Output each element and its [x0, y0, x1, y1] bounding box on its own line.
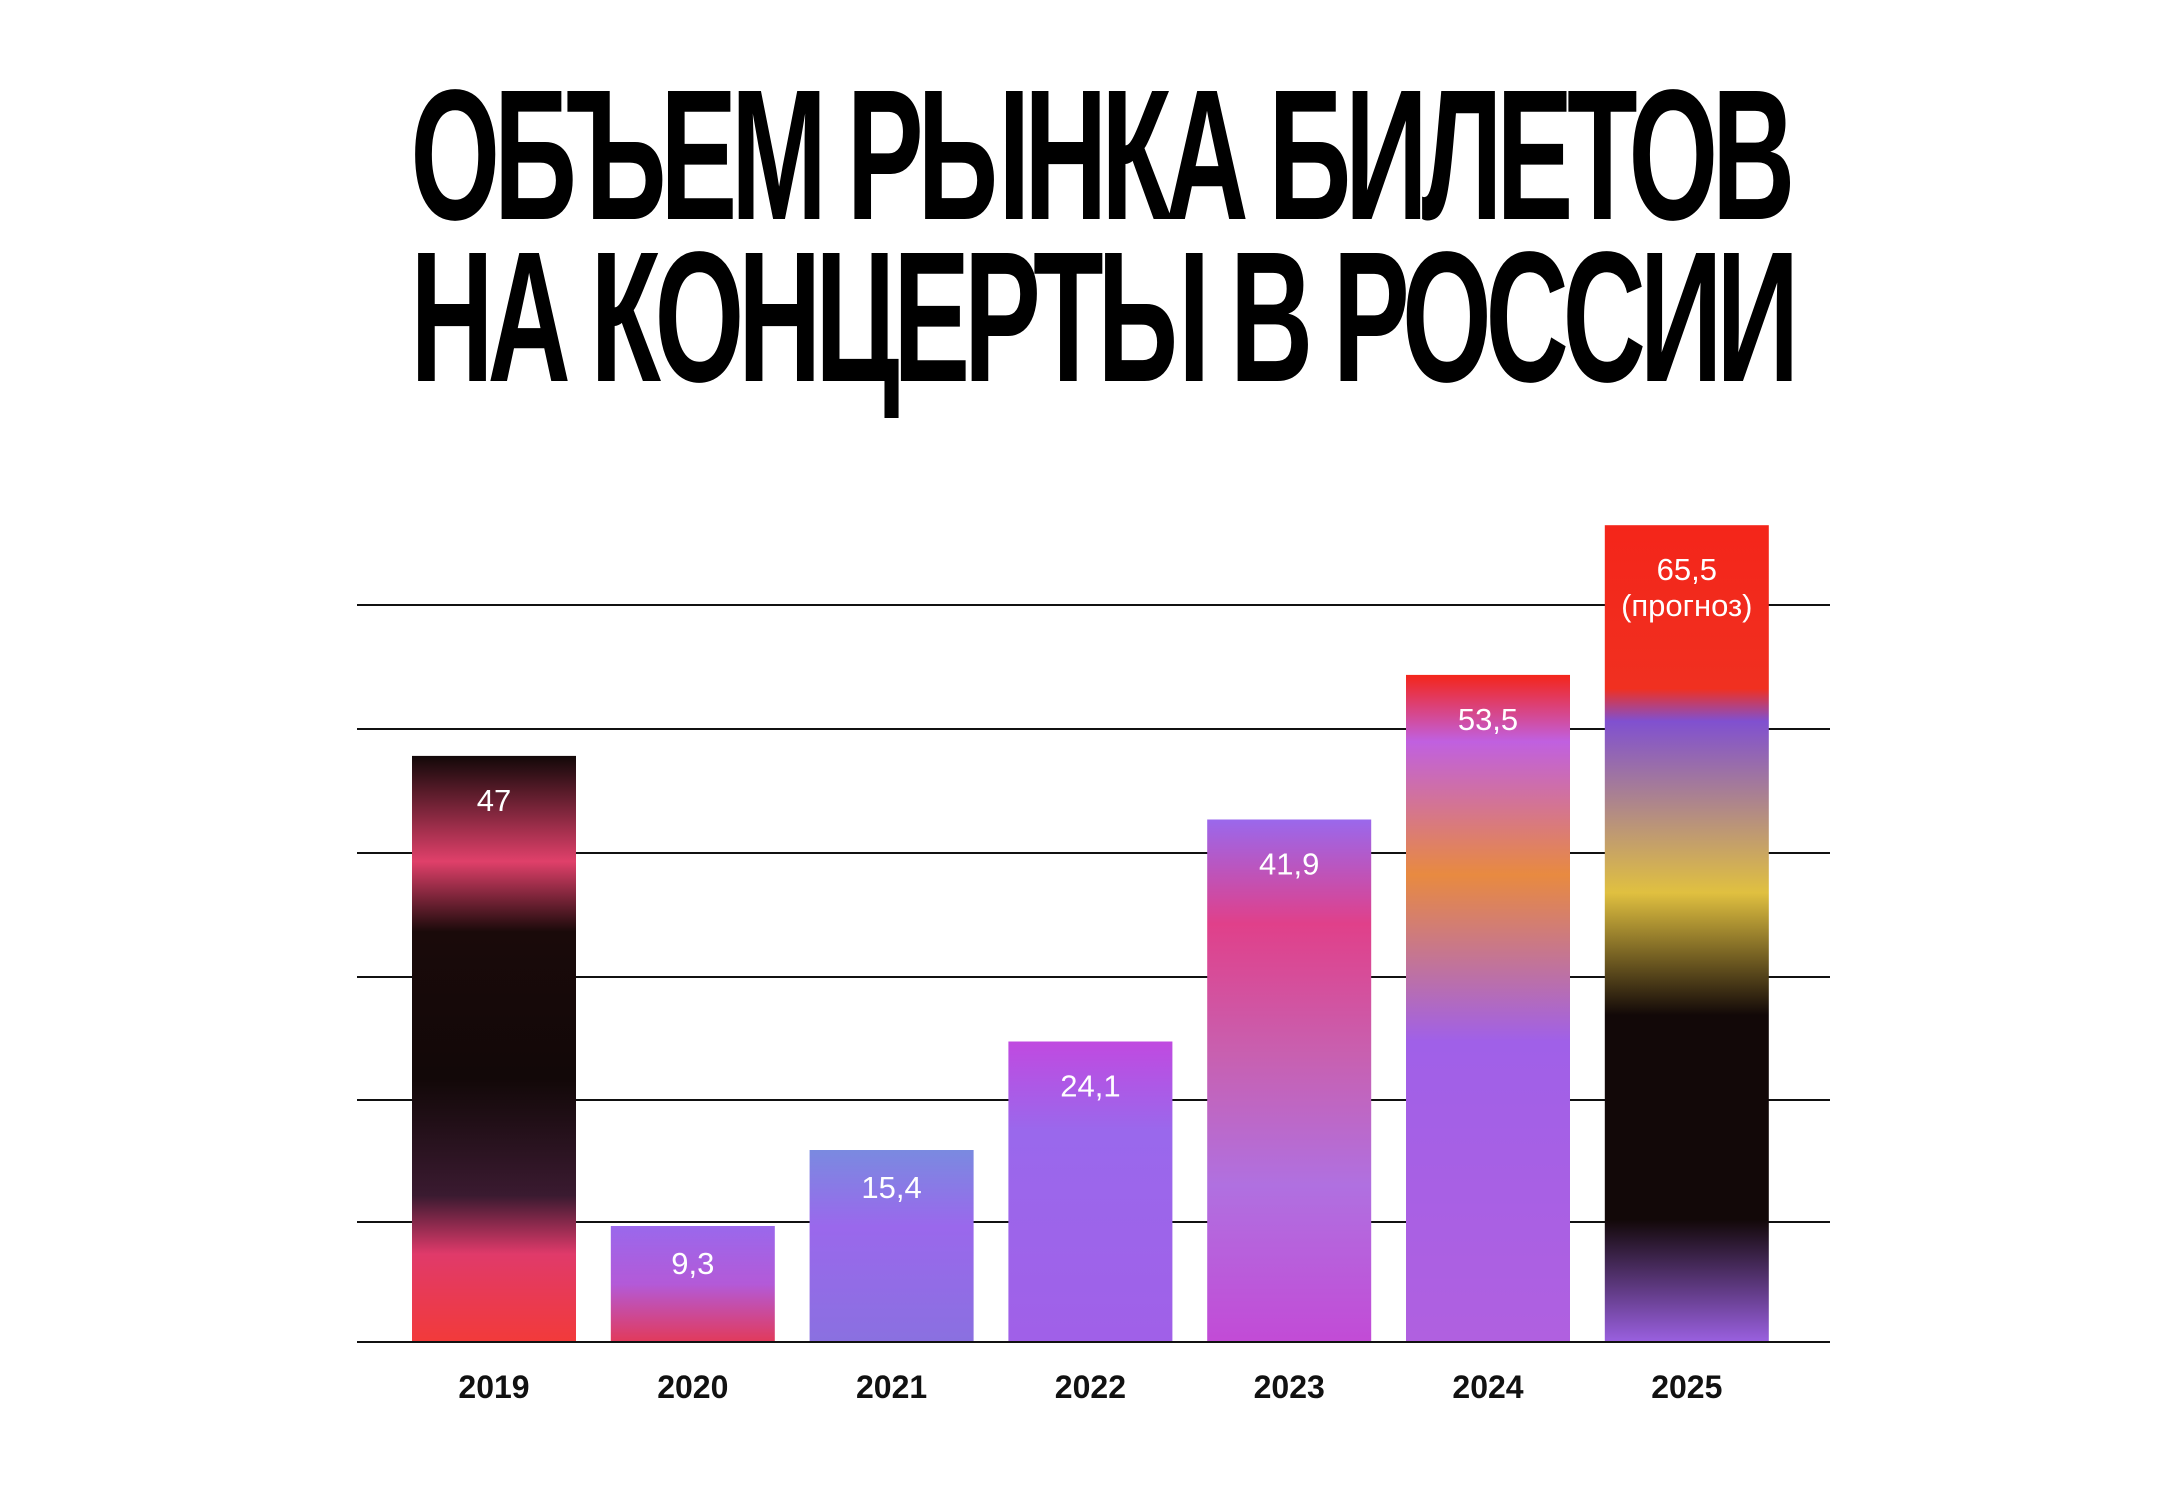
x-axis-tick-labels: 2019 2020 2021 2022 2023 2024 2025	[357, 1341, 1830, 1405]
bar-2025	[1604, 525, 1769, 1342]
x-tick-label-2022: 2022	[1055, 1369, 1126, 1405]
data-label-2019: 47	[477, 783, 511, 818]
x-tick-label-2020: 2020	[657, 1369, 728, 1405]
bars	[412, 525, 1769, 1342]
data-label-2020: 9,3	[671, 1246, 714, 1281]
data-label-note-2025: (прогноз)	[1621, 588, 1752, 623]
data-label-2023: 41,9	[1259, 847, 1319, 882]
x-tick-label-2023: 2023	[1254, 1369, 1325, 1405]
x-tick-label-2019: 2019	[458, 1369, 529, 1405]
chart-title: ОБЪЕМ РЫНКА БИЛЕТОВ НА КОНЦЕРТЫ В РОССИИ	[0, 52, 2160, 421]
bar-2024	[1406, 674, 1570, 1342]
data-label-2022: 24,1	[1060, 1069, 1120, 1104]
x-tick-label-2024: 2024	[1452, 1369, 1523, 1405]
bar-2019	[412, 755, 576, 1342]
bar-2023	[1207, 819, 1372, 1342]
data-label-2021: 15,4	[861, 1170, 921, 1205]
bar-2022	[1008, 1041, 1173, 1342]
x-tick-label-2025: 2025	[1651, 1369, 1722, 1405]
data-label-2025: 65,5	[1657, 552, 1717, 587]
bar-2021	[809, 1150, 974, 1342]
chart-title-line-2: НА КОНЦЕРТЫ В РОССИИ	[410, 214, 1799, 421]
x-tick-label-2021: 2021	[856, 1369, 927, 1405]
chart-title-line-1: ОБЪЕМ РЫНКА БИЛЕТОВ	[410, 52, 1795, 259]
data-labels: 47 9,3 15,4 24,1 41,9 53,5 65,5(прогноз)	[477, 552, 1753, 1281]
data-label-2024: 53,5	[1458, 702, 1518, 737]
bar-2020	[610, 1226, 775, 1342]
